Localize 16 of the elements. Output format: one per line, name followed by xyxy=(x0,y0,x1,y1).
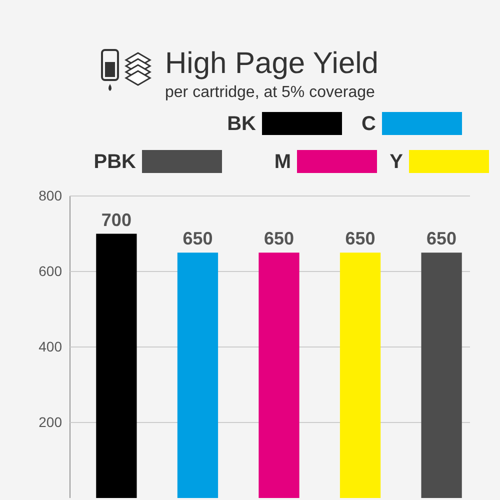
data-label: 650 xyxy=(182,228,213,249)
legend-label: PBK xyxy=(94,151,137,173)
data-label: 700 xyxy=(101,210,132,230)
chart-subtitle: per cartridge, at 5% coverage xyxy=(165,84,375,101)
data-label: 650 xyxy=(264,228,294,249)
legend-label: BK xyxy=(227,113,257,135)
chart-title: High Page Yield xyxy=(165,47,378,80)
y-tick-label: 400 xyxy=(38,338,62,354)
legend-label: Y xyxy=(390,151,404,173)
y-tick-label: 200 xyxy=(38,414,62,430)
data-label: 650 xyxy=(345,228,376,249)
legend-label: M xyxy=(274,151,291,173)
data-label: 650 xyxy=(426,228,457,249)
y-tick-label: 800 xyxy=(38,187,62,204)
legend-label: C xyxy=(362,113,376,135)
y-tick-label: 600 xyxy=(38,262,62,279)
